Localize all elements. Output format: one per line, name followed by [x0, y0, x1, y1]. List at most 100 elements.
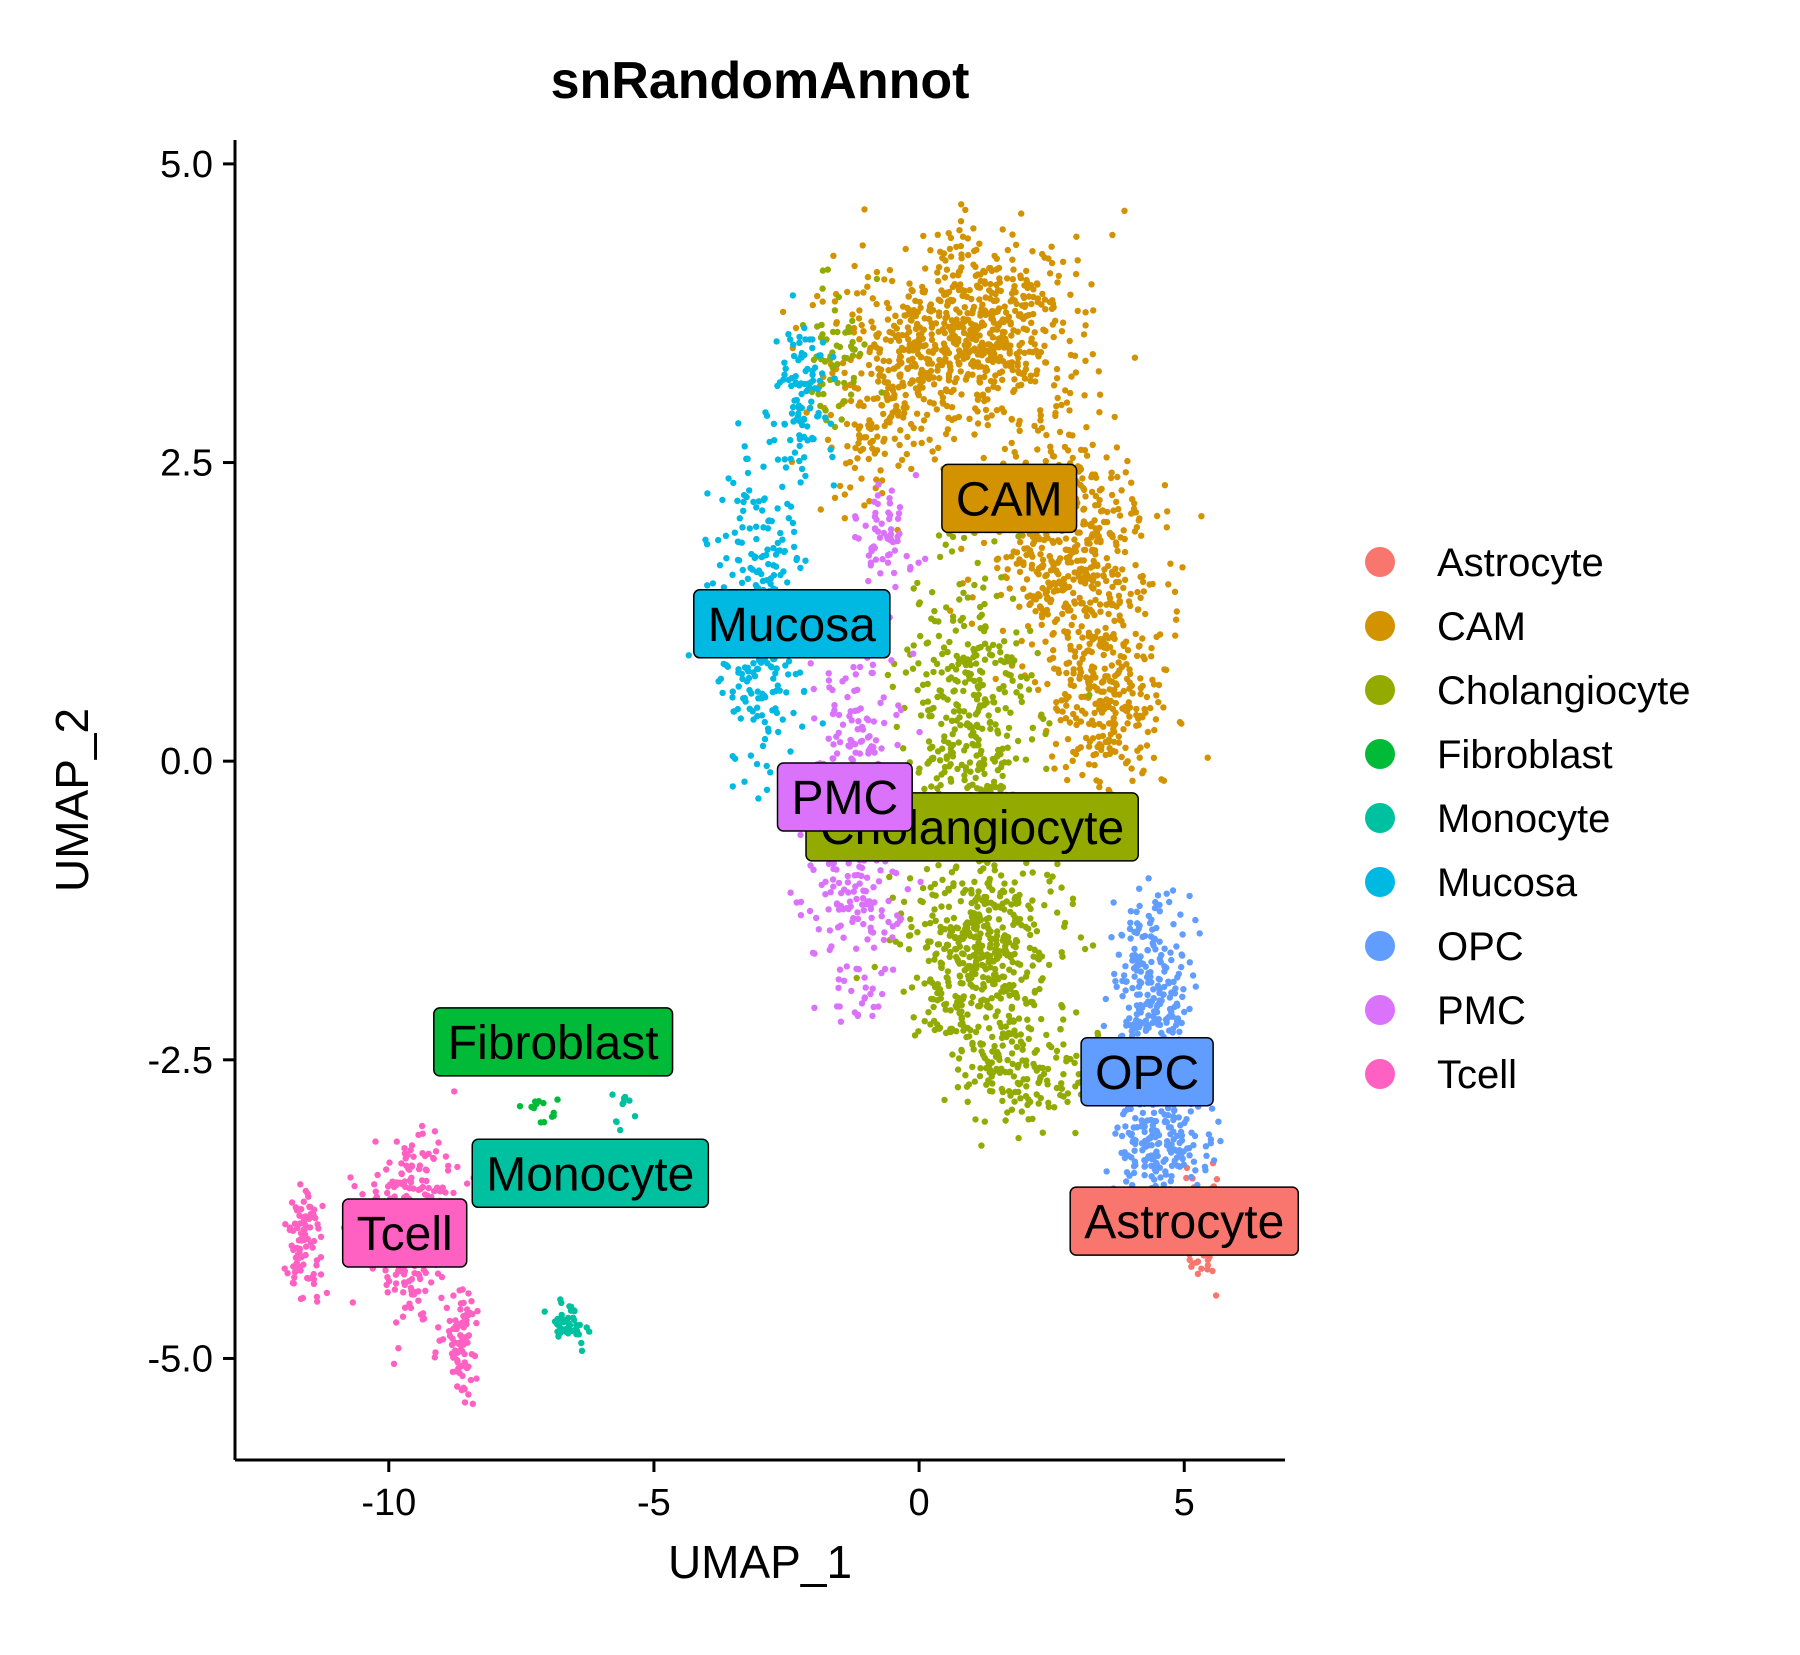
point: [988, 995, 995, 1002]
point: [1020, 292, 1027, 300]
point: [806, 405, 814, 412]
point: [855, 718, 862, 725]
point: [790, 528, 798, 536]
point: [875, 378, 882, 385]
point: [1077, 481, 1084, 489]
point: [1057, 1026, 1064, 1033]
point: [960, 687, 967, 695]
point: [382, 1267, 389, 1274]
point: [892, 583, 899, 591]
point: [1136, 991, 1143, 998]
point: [980, 983, 988, 991]
point: [944, 696, 951, 703]
point: [1145, 875, 1152, 882]
point: [1094, 628, 1101, 635]
point: [784, 579, 791, 586]
point: [958, 1046, 965, 1054]
point: [840, 977, 848, 984]
point: [1041, 296, 1049, 303]
point: [1015, 354, 1022, 362]
point: [927, 1021, 934, 1028]
point: [1085, 629, 1093, 636]
point: [814, 292, 821, 300]
point: [1046, 720, 1053, 727]
point: [859, 726, 867, 733]
point: [957, 281, 964, 288]
point: [439, 1336, 447, 1343]
point: [1128, 479, 1135, 486]
point: [825, 735, 832, 742]
legend-item-tcell: Tcell: [1365, 1053, 1517, 1097]
point: [753, 523, 760, 530]
point: [987, 964, 994, 971]
point: [1038, 977, 1045, 984]
point: [1064, 604, 1072, 611]
point: [1120, 527, 1127, 534]
point: [873, 355, 881, 362]
point: [871, 498, 878, 505]
point: [985, 1077, 992, 1084]
point: [313, 1293, 321, 1301]
point: [995, 746, 1002, 754]
point: [802, 472, 809, 480]
point: [1017, 961, 1024, 968]
point: [854, 1012, 861, 1019]
point: [960, 324, 967, 332]
point: [1027, 905, 1034, 913]
point: [1105, 562, 1112, 570]
point: [1082, 357, 1089, 364]
point: [1189, 972, 1197, 979]
point: [888, 395, 895, 402]
point: [1135, 606, 1142, 613]
point: [1139, 1147, 1146, 1154]
point: [853, 895, 860, 903]
point: [878, 389, 885, 396]
point: [1066, 407, 1073, 414]
point: [870, 884, 877, 891]
point: [1012, 755, 1020, 762]
point: [1032, 378, 1039, 385]
point: [293, 1207, 301, 1214]
point: [1022, 267, 1030, 275]
point: [987, 899, 995, 906]
point: [944, 942, 952, 949]
point: [1188, 1173, 1195, 1181]
point: [933, 406, 940, 413]
point: [1095, 589, 1103, 596]
point: [1077, 934, 1085, 941]
point: [938, 669, 945, 676]
point: [764, 546, 771, 553]
point: [839, 721, 847, 728]
point: [994, 903, 1002, 910]
point: [984, 386, 992, 393]
point: [1127, 908, 1135, 915]
point: [1187, 1108, 1195, 1115]
point: [422, 1287, 429, 1295]
legend-item-mucosa: Mucosa: [1365, 861, 1578, 905]
point: [907, 341, 915, 348]
point: [964, 972, 972, 980]
point: [460, 1312, 467, 1320]
point: [1073, 1052, 1080, 1060]
point: [973, 246, 980, 253]
point: [1053, 1047, 1061, 1055]
point: [869, 295, 876, 302]
point: [1027, 372, 1035, 379]
point: [955, 997, 962, 1005]
point: [941, 350, 949, 357]
point: [852, 883, 859, 890]
point: [384, 1183, 392, 1190]
point: [793, 554, 801, 562]
point: [754, 704, 761, 711]
point: [1016, 683, 1024, 690]
point: [1063, 1058, 1070, 1065]
point: [1067, 389, 1074, 397]
point: [1053, 1054, 1060, 1061]
point: [976, 240, 983, 247]
point: [1065, 693, 1072, 700]
point: [990, 698, 997, 706]
point: [853, 974, 860, 982]
point: [1035, 686, 1042, 693]
point: [1029, 248, 1036, 255]
point: [968, 620, 976, 627]
